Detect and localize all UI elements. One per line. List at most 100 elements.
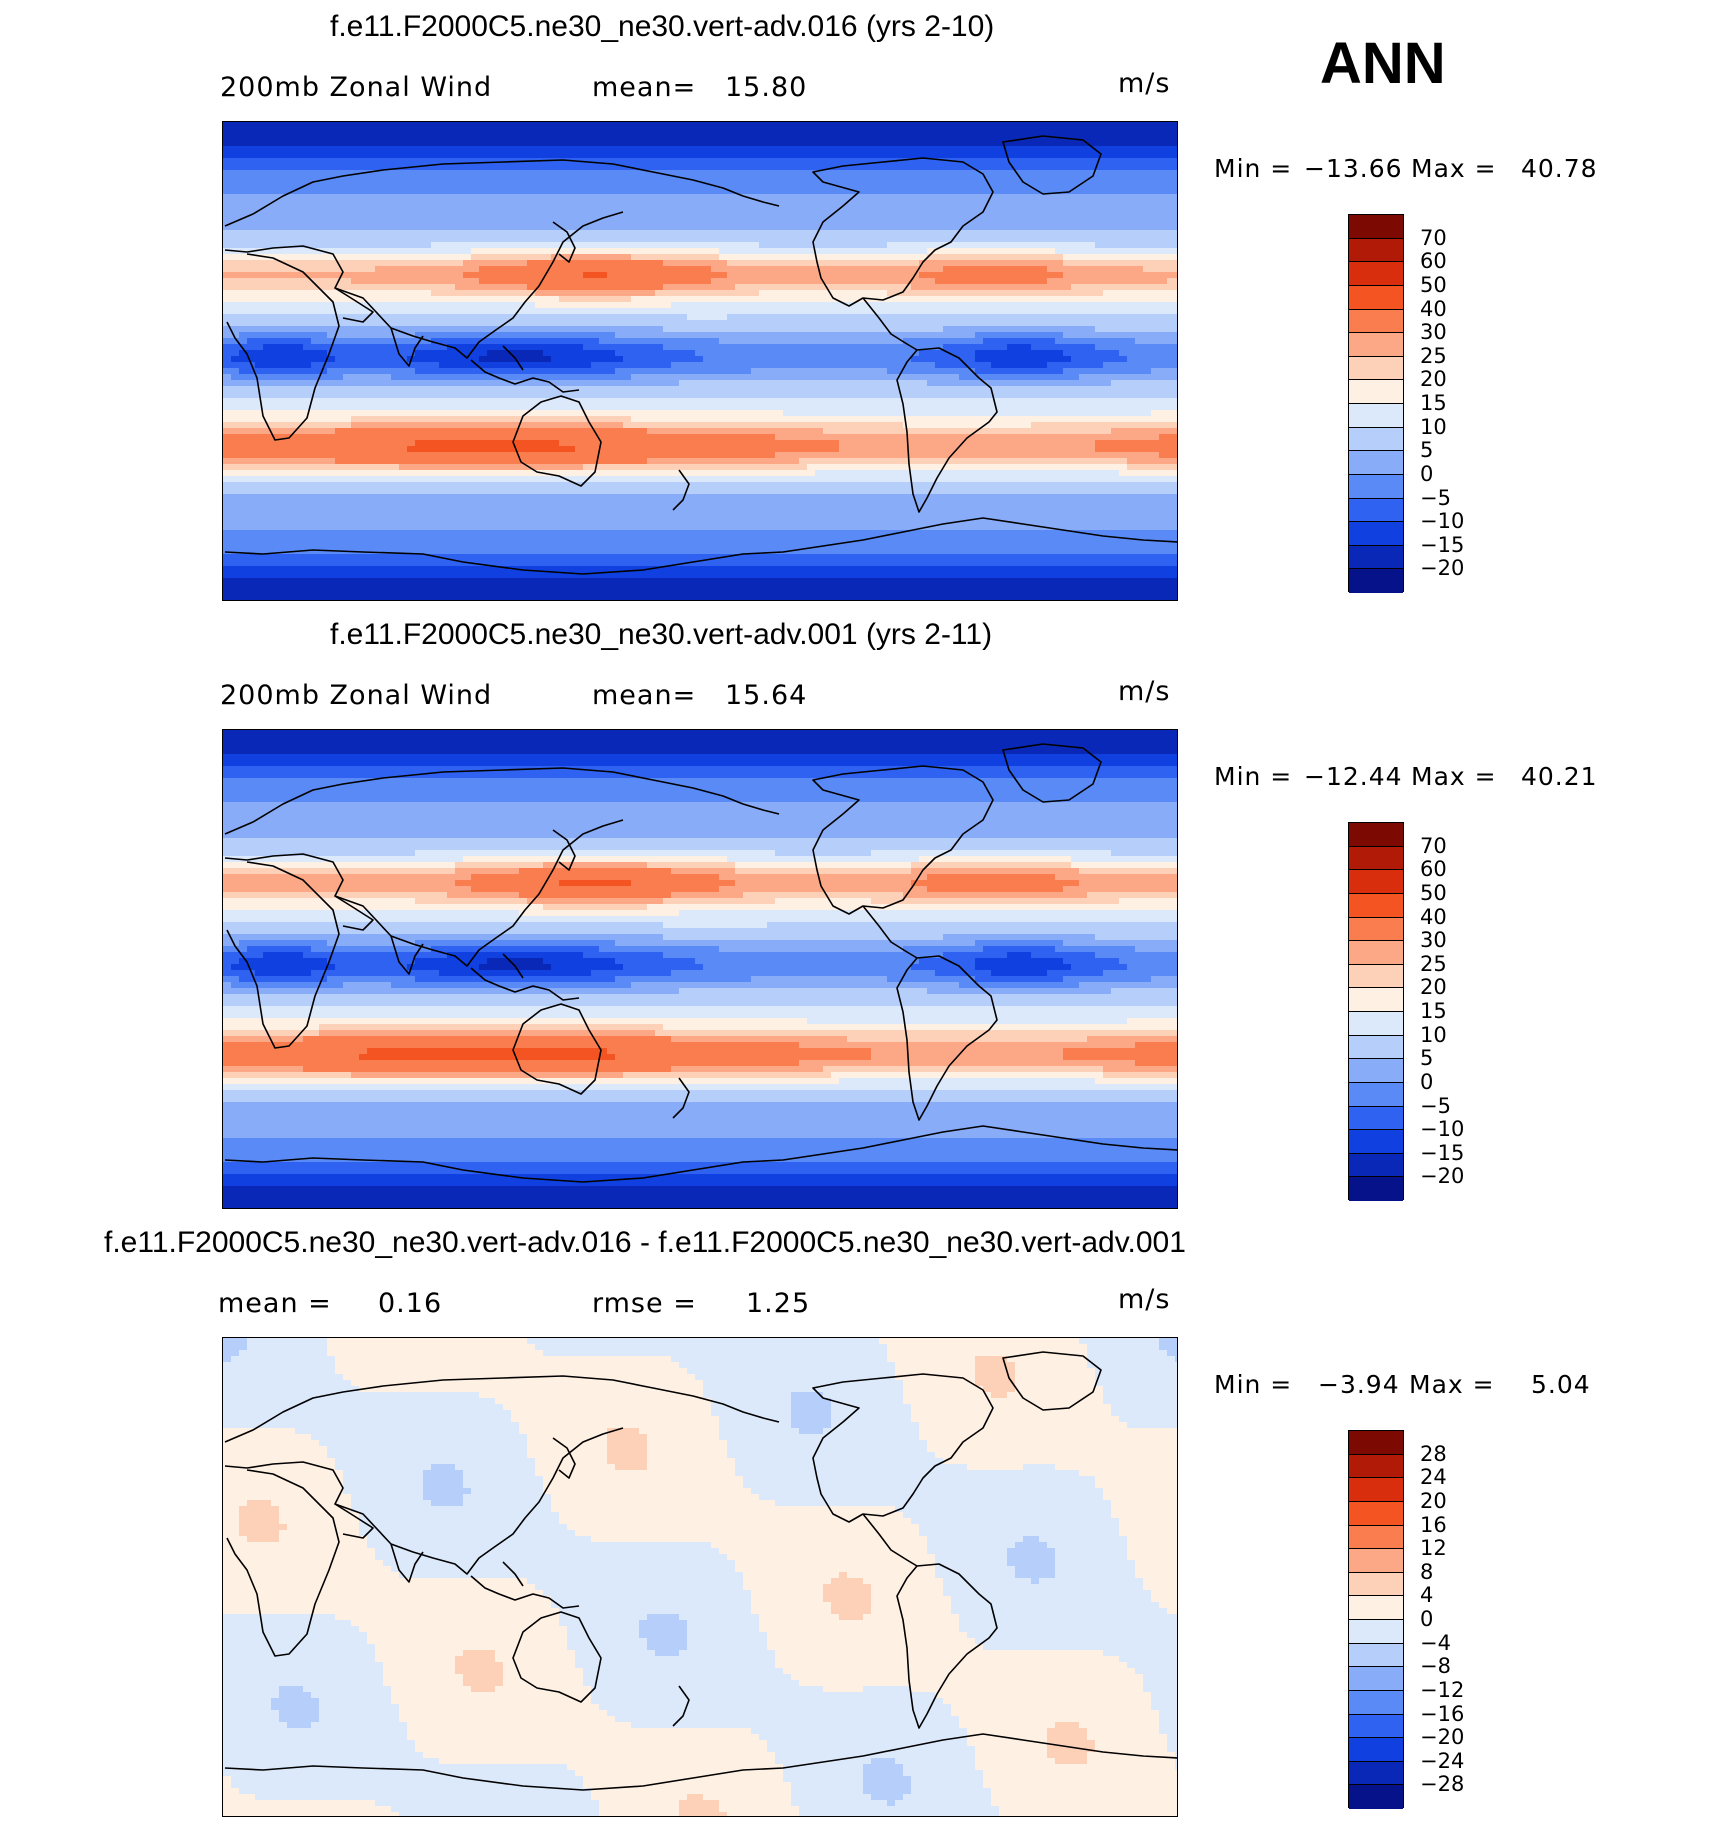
colorbar-label: 15 [1420, 1001, 1447, 1022]
colorbar-label: −10 [1420, 511, 1464, 532]
colorbar-segment [1349, 404, 1403, 428]
colorbar-label: 50 [1420, 882, 1447, 904]
colorbar-segment [1349, 1012, 1403, 1036]
colorbar-segment [1349, 333, 1403, 357]
colorbar-segment [1349, 988, 1403, 1012]
colorbar-segment [1349, 1690, 1403, 1715]
colorbar-label: 25 [1420, 953, 1447, 975]
colorbar-label: 60 [1420, 251, 1447, 272]
colorbar-segment [1349, 262, 1403, 286]
colorbar-segment [1349, 893, 1403, 918]
colorbar-segment [1349, 215, 1403, 239]
panel-1-mean-label: mean= [592, 72, 696, 103]
colorbar-label: −16 [1420, 1703, 1464, 1725]
colorbar-segment [1349, 451, 1403, 475]
colorbar-segment [1349, 356, 1403, 381]
panel-2-mean-value: 15.64 [725, 680, 807, 711]
colorbar-segment [1349, 522, 1403, 546]
colorbar-label: 4 [1420, 1585, 1433, 1606]
colorbar-segment [1349, 1130, 1403, 1154]
colorbar-segment [1349, 474, 1403, 499]
colorbar-segment [1349, 285, 1403, 310]
colorbar-segment [1349, 941, 1403, 965]
colorbar-label: 40 [1420, 906, 1447, 928]
panel-3-mean-value: 0.16 [378, 1288, 442, 1319]
panel-2-colorbar [1348, 822, 1404, 1201]
colorbar-segment [1349, 1714, 1403, 1739]
panel-2-units: m/s [1118, 676, 1170, 707]
colorbar-label: 50 [1420, 274, 1447, 296]
panel-3-map-svg [223, 1338, 1177, 1816]
colorbar-label: 30 [1420, 322, 1447, 343]
colorbar-segment [1349, 545, 1403, 570]
colorbar-label: 20 [1420, 1490, 1447, 1512]
colorbar-segment [1349, 1549, 1403, 1573]
colorbar-label: −20 [1420, 1727, 1464, 1748]
panel-2-mean-label: mean= [592, 680, 696, 711]
panel-3-units: m/s [1118, 1284, 1170, 1315]
colorbar-segment [1349, 1153, 1403, 1178]
colorbar-segment [1349, 823, 1403, 847]
panel-2-title: f.e11.F2000C5.ne30_ne30.vert-adv.001 (yr… [330, 618, 992, 652]
panel-3-map [222, 1337, 1178, 1817]
colorbar-label: 60 [1420, 859, 1447, 880]
panel-1-max-value: 40.78 [1521, 154, 1598, 183]
panel-3-rmse-value: 1.25 [746, 1288, 810, 1319]
colorbar-label: 0 [1420, 1609, 1433, 1630]
colorbar-label: −12 [1420, 1679, 1464, 1701]
colorbar-segment [1349, 1738, 1403, 1762]
colorbar-segment [1349, 870, 1403, 894]
colorbar-label: −10 [1420, 1119, 1464, 1140]
colorbar-label: −15 [1420, 1142, 1464, 1164]
panel-1-mean-value: 15.80 [725, 72, 807, 103]
colorbar-segment [1349, 380, 1403, 404]
panel-3-max-label: Max = [1409, 1370, 1495, 1399]
colorbar-label: −20 [1420, 558, 1464, 579]
panel-2-max-label: Max = [1411, 762, 1497, 791]
colorbar-segment [1349, 1620, 1403, 1644]
panel-1-colorbar [1348, 214, 1404, 593]
colorbar-segment [1349, 1454, 1403, 1479]
colorbar-segment [1349, 917, 1403, 942]
colorbar-segment [1349, 1059, 1403, 1083]
panel-3-mean-label: mean = [218, 1288, 332, 1319]
panel-3-min-value: −3.94 [1318, 1370, 1400, 1399]
colorbar-segment [1349, 498, 1403, 523]
colorbar-label: −8 [1420, 1656, 1451, 1677]
colorbar-segment [1349, 238, 1403, 263]
colorbar-segment [1349, 964, 1403, 989]
colorbar-label: 25 [1420, 345, 1447, 367]
panel-1-min-value: −13.66 [1304, 154, 1403, 183]
panel-1-variable-label: 200mb Zonal Wind [220, 72, 492, 103]
panel-3-min-label: Min = [1214, 1370, 1292, 1399]
colorbar-segment [1349, 1478, 1403, 1502]
colorbar-label: 10 [1420, 1024, 1447, 1046]
colorbar-label: 0 [1420, 463, 1433, 485]
colorbar-label: 0 [1420, 1071, 1433, 1093]
colorbar-label: −15 [1420, 534, 1464, 556]
colorbar-segment [1349, 1525, 1403, 1550]
panel-3-max-value: 5.04 [1531, 1370, 1591, 1399]
colorbar-label: 15 [1420, 393, 1447, 414]
colorbar-segment [1349, 1106, 1403, 1131]
panel-1-map-svg [223, 122, 1177, 600]
colorbar-label: 30 [1420, 930, 1447, 951]
panel-2-map-svg [223, 730, 1177, 1208]
colorbar-segment [1349, 1785, 1403, 1809]
colorbar-segment [1349, 1643, 1403, 1668]
colorbar-segment [1349, 1596, 1403, 1620]
colorbar-segment [1349, 1177, 1403, 1201]
colorbar-segment [1349, 569, 1403, 593]
colorbar-label: −28 [1420, 1774, 1464, 1795]
panel-3-title: f.e11.F2000C5.ne30_ne30.vert-adv.016 - f… [104, 1226, 1186, 1260]
panel-3-rmse-label: rmse = [592, 1288, 697, 1319]
colorbar-segment [1349, 846, 1403, 871]
panel-2-min-value: −12.44 [1304, 762, 1403, 791]
colorbar-label: −5 [1420, 487, 1451, 509]
colorbar-label: 24 [1420, 1467, 1447, 1488]
colorbar-label: 5 [1420, 1048, 1433, 1069]
colorbar-segment [1349, 427, 1403, 452]
panel-2-variable-label: 200mb Zonal Wind [220, 680, 492, 711]
colorbar-label: 20 [1420, 369, 1447, 390]
panel-2-map [222, 729, 1178, 1209]
